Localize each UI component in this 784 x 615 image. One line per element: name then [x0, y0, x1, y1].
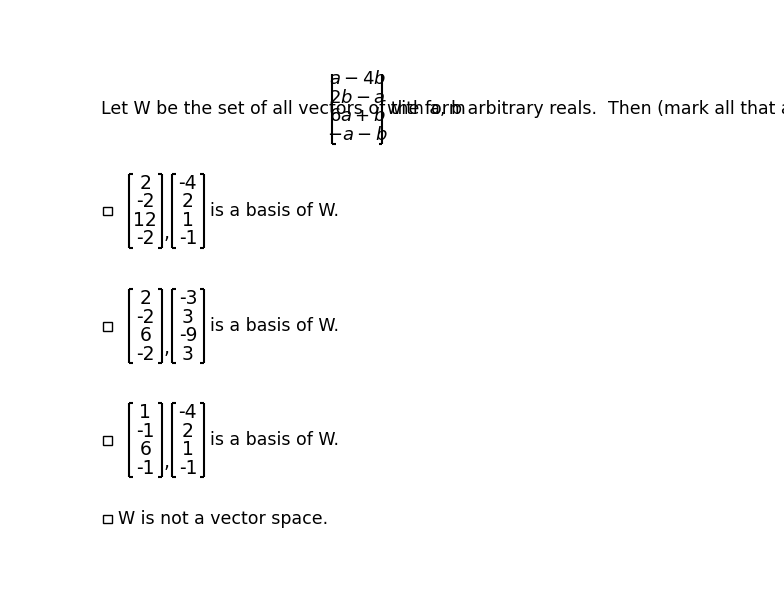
Bar: [103, 322, 111, 331]
Text: -1: -1: [136, 459, 154, 477]
Text: Let W be the set of all vectors of the form: Let W be the set of all vectors of the f…: [101, 100, 466, 118]
Text: ,: ,: [164, 453, 170, 472]
Text: 1: 1: [140, 403, 151, 422]
Text: is a basis of W.: is a basis of W.: [210, 317, 339, 335]
Text: -4: -4: [179, 173, 198, 192]
Text: is a basis of W.: is a basis of W.: [210, 202, 339, 220]
Text: $a-4b$: $a-4b$: [328, 70, 386, 88]
Text: 2: 2: [182, 421, 194, 440]
Text: -3: -3: [179, 289, 197, 308]
Bar: [103, 436, 111, 445]
Text: -2: -2: [136, 192, 154, 211]
Text: ,: ,: [164, 223, 170, 242]
Text: -9: -9: [179, 326, 197, 345]
Text: -2: -2: [136, 344, 154, 363]
Text: 2: 2: [140, 173, 151, 192]
Bar: [103, 207, 111, 215]
Text: -2: -2: [136, 229, 154, 248]
Text: 12: 12: [133, 210, 157, 229]
Text: -1: -1: [179, 459, 197, 477]
Text: $2b-a$: $2b-a$: [328, 89, 386, 106]
Text: 3: 3: [182, 308, 194, 327]
Text: ,: ,: [164, 339, 170, 358]
Text: 3: 3: [182, 344, 194, 363]
Text: -4: -4: [179, 403, 198, 422]
Text: 1: 1: [182, 440, 194, 459]
Text: 6: 6: [140, 326, 151, 345]
Text: is a basis of W.: is a basis of W.: [210, 431, 339, 450]
Text: $-a-b$: $-a-b$: [327, 125, 387, 144]
Text: with a, b arbitrary reals.  Then (mark all that apply):: with a, b arbitrary reals. Then (mark al…: [387, 100, 784, 118]
Text: $6a+b$: $6a+b$: [328, 107, 386, 125]
Text: 2: 2: [182, 192, 194, 211]
Text: -1: -1: [136, 421, 154, 440]
Bar: [103, 515, 111, 523]
Text: 1: 1: [182, 210, 194, 229]
Text: -1: -1: [179, 229, 197, 248]
Text: W is not a vector space.: W is not a vector space.: [118, 510, 328, 528]
Text: 2: 2: [140, 289, 151, 308]
Text: -2: -2: [136, 308, 154, 327]
Text: 6: 6: [140, 440, 151, 459]
